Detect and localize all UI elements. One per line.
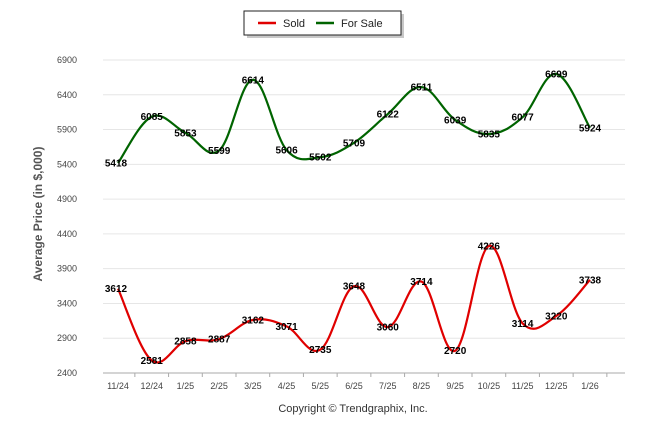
y-axis-ticks: 2400 2900 3400 3900 4400 4900 5400 5900 6400 6900 xyxy=(57,55,77,378)
legend-label-sold: Sold xyxy=(283,18,305,30)
y-tick-label: 5400 xyxy=(57,159,77,169)
x-tick-label: 8/25 xyxy=(413,381,431,391)
for-sale-data-label: 5502 xyxy=(309,153,332,164)
for-sale-data-label: 5606 xyxy=(275,146,298,157)
x-tick-label: 1/26 xyxy=(581,381,599,391)
y-tick-label: 6900 xyxy=(57,55,77,65)
y-tick-label: 6400 xyxy=(57,90,77,100)
for-sale-data-label: 6511 xyxy=(411,83,433,94)
sold-data-label: 3612 xyxy=(105,284,128,295)
sold-data-label: 3114 xyxy=(512,319,534,330)
sold-data-label: 2581 xyxy=(141,356,164,367)
legend: Sold For Sale xyxy=(243,10,404,38)
x-axis-ticks: 11/24 12/24 1/25 2/25 3/25 4/25 5/25 6/25 7/25 8/… xyxy=(107,373,608,391)
for-sale-data-label: 6614 xyxy=(242,75,265,86)
sold-line xyxy=(117,244,591,364)
y-tick-label: 2900 xyxy=(57,333,77,343)
x-tick-label: 10/25 xyxy=(478,381,501,391)
y-tick-label: 2400 xyxy=(57,368,77,378)
for-sale-line xyxy=(117,72,591,164)
x-tick-label: 12/24 xyxy=(140,381,163,391)
x-tick-label: 12/25 xyxy=(545,381,568,391)
x-tick-label: 11/24 xyxy=(107,381,129,391)
for-sale-data-label: 5418 xyxy=(105,159,128,170)
x-tick-label: 3/25 xyxy=(244,381,262,391)
x-tick-label: 2/25 xyxy=(210,381,228,391)
sold-data-label: 2858 xyxy=(174,337,197,348)
x-tick-label: 5/25 xyxy=(312,381,330,391)
sold-data-label: 3648 xyxy=(343,282,366,293)
for-sale-data-label: 6085 xyxy=(141,112,164,123)
legend-label-for-sale: For Sale xyxy=(341,18,383,30)
sold-data-label: 3738 xyxy=(579,275,602,286)
for-sale-data-label: 6039 xyxy=(444,115,467,126)
y-tick-label: 5900 xyxy=(57,125,77,135)
for-sale-data-label: 5924 xyxy=(579,123,602,134)
sold-data-label: 2887 xyxy=(208,335,231,346)
x-tick-label: 7/25 xyxy=(379,381,397,391)
sold-data-label: 3071 xyxy=(275,322,298,333)
x-tick-label: 6/25 xyxy=(345,381,363,391)
grid-lines xyxy=(103,59,625,339)
sold-data-label: 3714 xyxy=(410,277,433,288)
for-sale-data-label: 5709 xyxy=(343,138,366,149)
x-tick-label: 1/25 xyxy=(177,381,195,391)
sold-data-label: 4226 xyxy=(478,241,501,252)
y-tick-label: 4400 xyxy=(57,229,77,239)
copyright-credit: Copyright © Trendgraphix, Inc. xyxy=(278,403,427,415)
sold-data-label: 3060 xyxy=(377,323,400,334)
for-sale-data-label: 5835 xyxy=(478,130,501,141)
for-sale-data-label: 5599 xyxy=(208,146,231,157)
data-labels: 3612 2581 2858 2887 3162 3071 2735 3648 3060 3714… xyxy=(105,69,602,366)
y-tick-label: 4900 xyxy=(57,194,77,204)
y-tick-label: 3400 xyxy=(57,298,77,308)
for-sale-data-label: 6122 xyxy=(377,110,400,121)
sold-data-label: 2735 xyxy=(309,345,332,356)
y-tick-label: 3900 xyxy=(57,264,77,274)
sold-data-label: 2720 xyxy=(444,346,467,357)
y-axis-title: Average Price (in $,000) xyxy=(31,147,45,282)
for-sale-data-label: 6077 xyxy=(511,113,534,124)
x-tick-label: 4/25 xyxy=(278,381,296,391)
x-tick-label: 9/25 xyxy=(446,381,464,391)
x-tick-label: 11/25 xyxy=(512,381,534,391)
sold-data-label: 3220 xyxy=(545,311,568,322)
for-sale-data-label: 6699 xyxy=(545,69,568,80)
for-sale-data-label: 5853 xyxy=(174,128,197,139)
sold-data-label: 3162 xyxy=(242,315,265,326)
series-layer xyxy=(117,72,591,364)
